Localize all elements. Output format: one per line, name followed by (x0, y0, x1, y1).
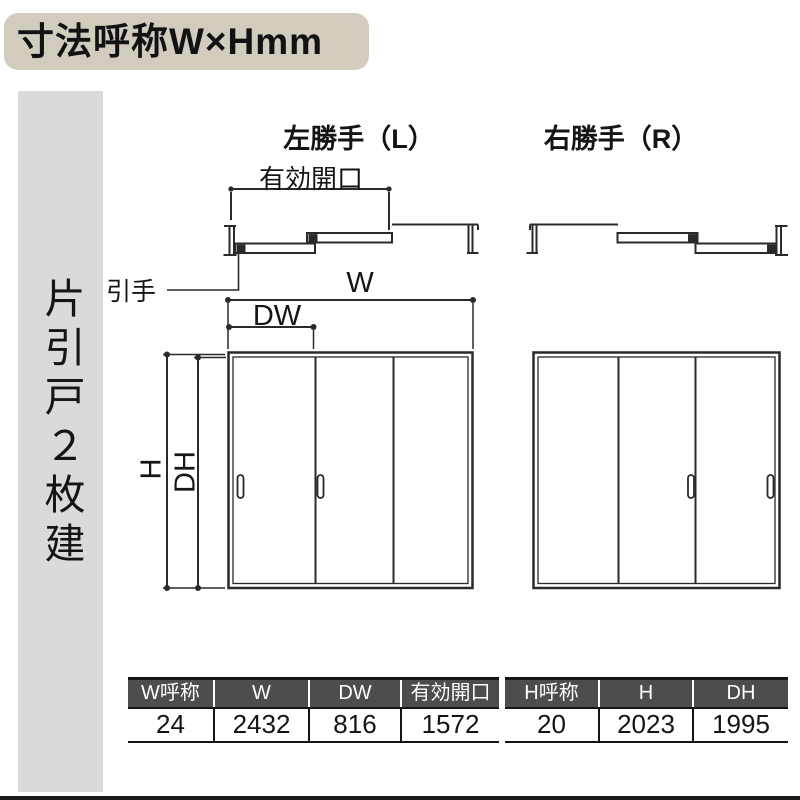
value-cell: 1572 (400, 709, 499, 741)
door-handle (687, 474, 695, 499)
left-hand-title: 左勝手（L） (283, 124, 435, 154)
dim-label-dw: DW (252, 300, 302, 332)
dim-label-h: H (135, 458, 168, 480)
front-panel-handle-mark (236, 244, 246, 252)
panel-dividers (617, 357, 697, 584)
width-table-header-row: W呼称 W DW 有効開口 (128, 680, 499, 709)
handle-leader-line (167, 253, 240, 291)
right-jamb (467, 224, 479, 254)
header-cell: W呼称 (141, 682, 200, 704)
left-jamb (526, 224, 538, 254)
page-title: 寸法呼称W×Hmm (17, 21, 324, 62)
header-cell: H (598, 680, 692, 707)
left-jamb (223, 225, 237, 256)
plan-view-left (167, 186, 479, 291)
rear-panel-handle-mark (308, 234, 318, 242)
value-cell: 816 (308, 709, 400, 741)
wall-line (392, 223, 479, 230)
header-cell: DW (308, 680, 400, 707)
value-cell: 20 (537, 709, 566, 739)
dimension-dh (194, 354, 226, 591)
header-cell: H呼称 (524, 682, 579, 704)
rear-panel (306, 232, 393, 244)
height-spec-table: H呼称 H DH 20 2023 1995 (505, 677, 788, 743)
width-table-value-row: 24 2432 816 1572 (128, 709, 499, 741)
door-handle (236, 474, 245, 499)
value-cell: 2023 (598, 709, 692, 741)
dimension-dw (226, 324, 317, 349)
door-frame-outer (532, 351, 781, 590)
value-cell: 2432 (213, 709, 308, 741)
title-box: 寸法呼称W×Hmm (4, 13, 369, 70)
panel-dividers (314, 357, 395, 584)
front-view-right (532, 351, 781, 590)
header-cell: 有効開口 (400, 680, 499, 707)
door-handle (316, 474, 325, 499)
category-label: 片引戸２枚建 (38, 277, 84, 571)
front-panel-handle-mark (767, 244, 776, 252)
plan-view-right (526, 223, 788, 256)
door-handle (766, 474, 775, 499)
dimension-opening (228, 186, 392, 230)
rear-panel-handle-mark (688, 234, 697, 242)
dimension-w (225, 297, 476, 349)
front-panel (694, 242, 778, 254)
header-cell: W (213, 680, 308, 707)
value-cell: 24 (156, 709, 185, 739)
dimension-h (163, 351, 225, 591)
bottom-rule (0, 796, 800, 800)
front-view-left (227, 351, 474, 590)
header-cell: DH (692, 680, 788, 707)
front-panel (234, 242, 316, 254)
right-hand-title: 右勝手（R） (543, 124, 699, 154)
dim-label-w: W (346, 267, 374, 299)
dim-label-dh: DH (169, 451, 202, 493)
opening-label: 有効開口 (258, 164, 364, 194)
category-band: 片引戸２枚建 (18, 91, 103, 792)
height-table-header-row: H呼称 H DH (505, 680, 788, 709)
door-frame-inner (537, 356, 776, 585)
width-spec-table: W呼称 W DW 有効開口 24 2432 816 1572 (128, 677, 499, 743)
right-jamb (775, 225, 788, 256)
pull-handle-label: 引手 (106, 278, 157, 306)
rear-panel (616, 232, 699, 244)
door-frame-outer (227, 351, 474, 590)
value-cell: 1995 (692, 709, 788, 741)
wall-line (529, 223, 618, 230)
door-frame-inner (232, 356, 469, 585)
height-table-value-row: 20 2023 1995 (505, 709, 788, 741)
